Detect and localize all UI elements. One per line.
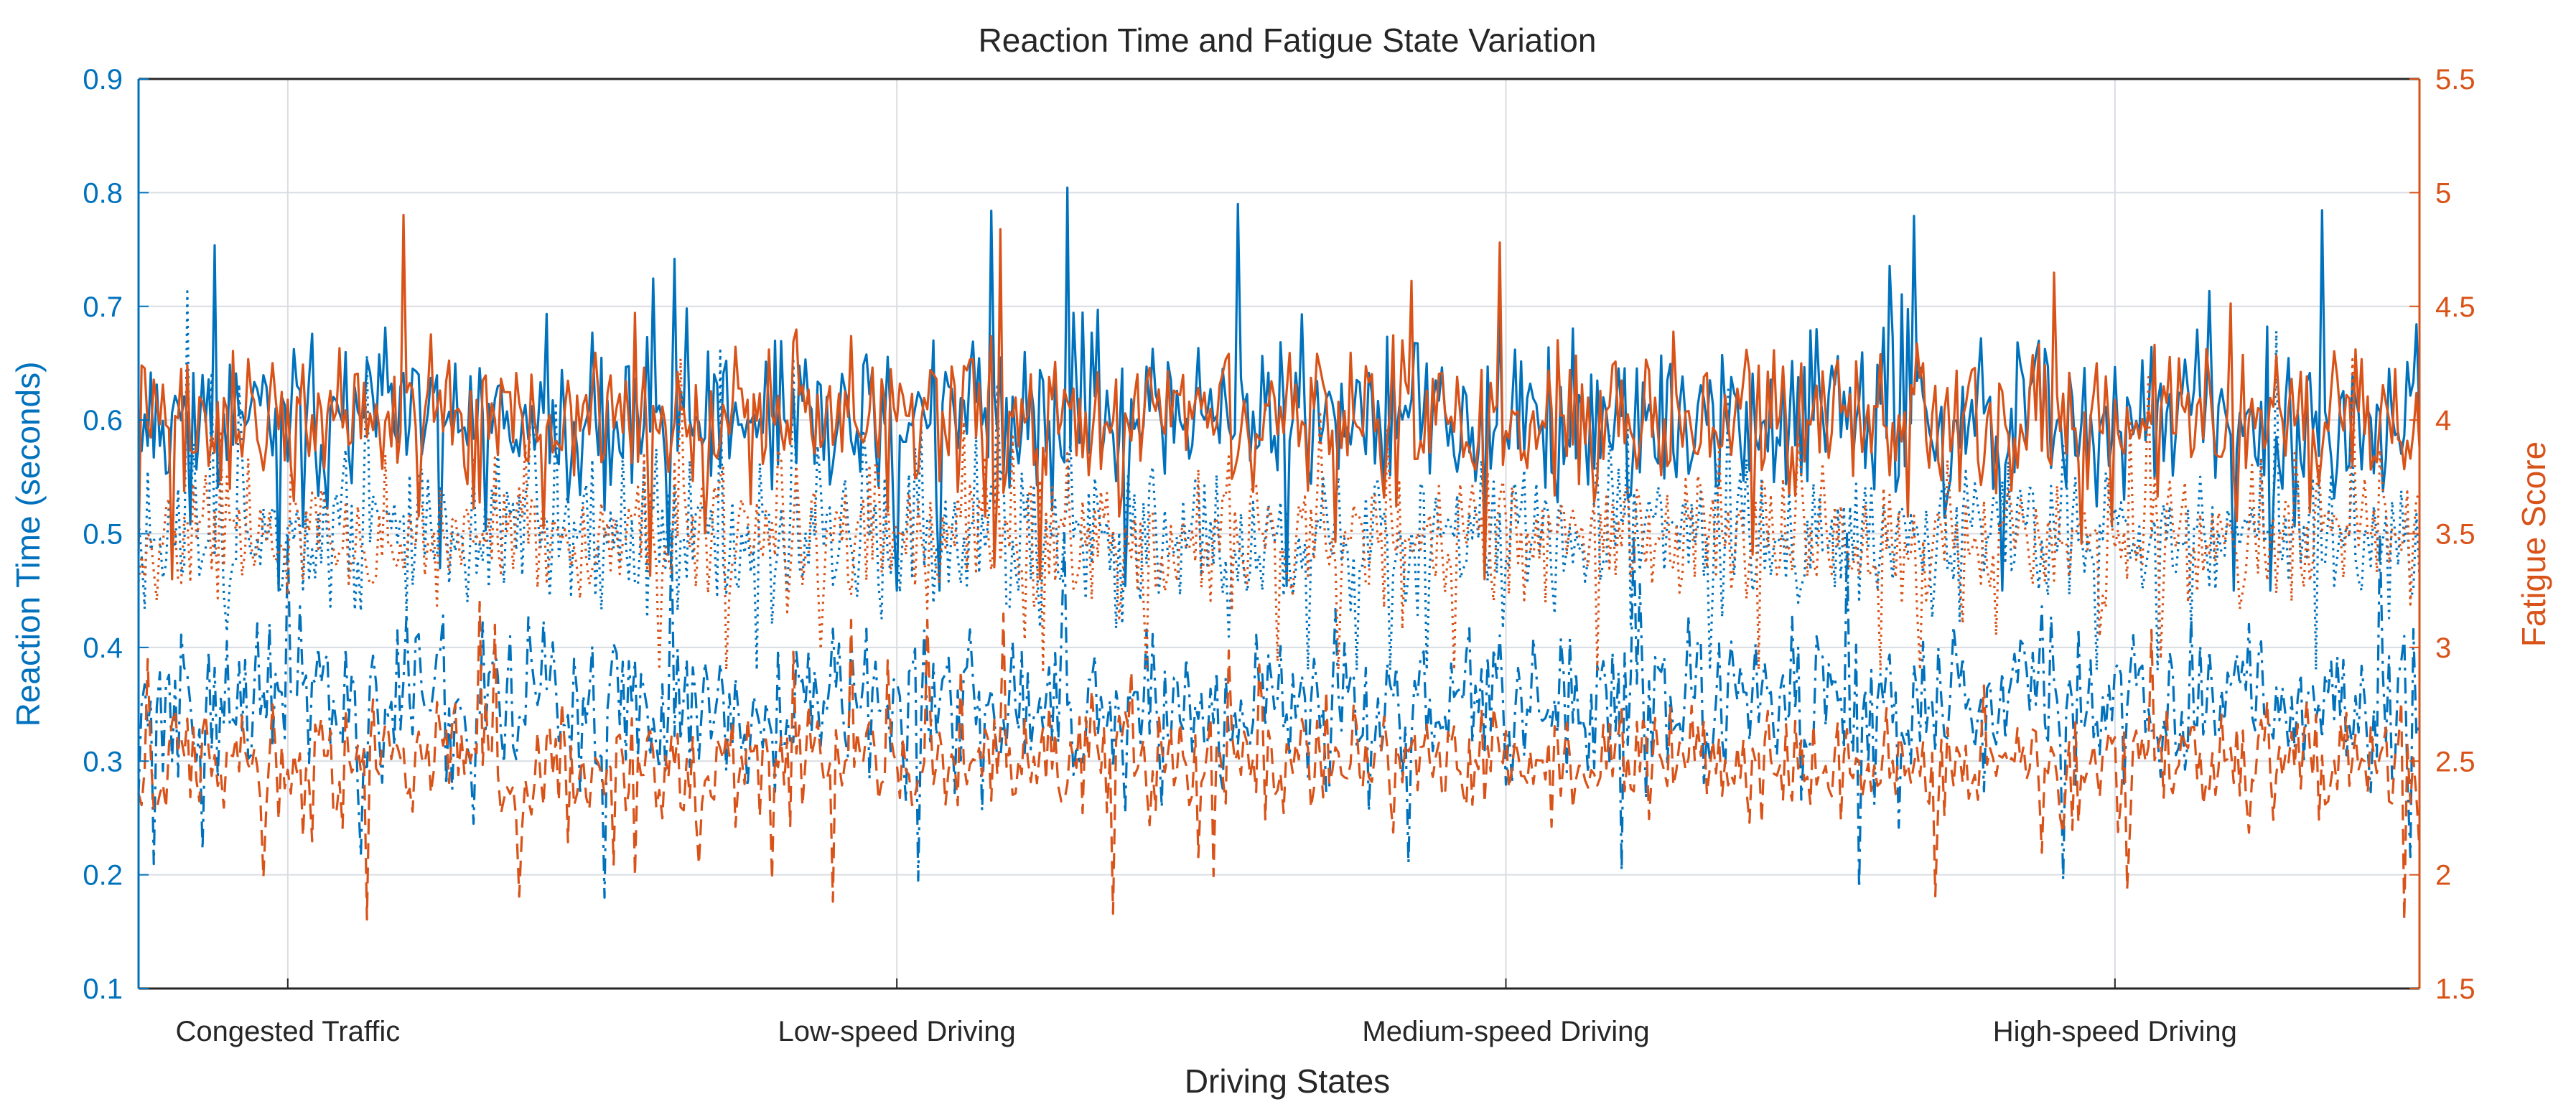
left-tick-label: 0.3 [83, 746, 123, 777]
series-layer [137, 186, 2421, 922]
right-y-axis-label: Fatigue Score [2515, 441, 2552, 647]
right-tick-label: 5.5 [2435, 64, 2475, 95]
right-tick-label: 5 [2435, 177, 2451, 209]
ticks-layer: 0.1 0.2 0.3 0.4 0.5 0.6 0.7 0.8 0.9 1.5 2 2.5 3 3.5 4 4… [83, 64, 2475, 1047]
series-line-fatigue-score-solid [137, 213, 2421, 581]
grid-layer [139, 79, 2419, 989]
x-tick-label: Medium-speed Driving [1362, 1016, 1649, 1047]
series-line-fatigue-score-dashed [137, 600, 2421, 922]
left-tick-label: 0.8 [83, 177, 123, 209]
left-tick-label: 0.1 [83, 973, 123, 1005]
x-tick-label: High-speed Driving [1993, 1016, 2237, 1047]
x-tick-label: Congested Traffic [175, 1016, 400, 1047]
chart-title: Reaction Time and Fatigue State Variatio… [979, 22, 1597, 59]
right-tick-label: 2 [2435, 860, 2451, 892]
left-y-axis-label: Reaction Time (seconds) [9, 362, 47, 727]
series-line-reaction-time-dotted [137, 290, 2421, 672]
right-tick-label: 4.5 [2435, 291, 2475, 323]
right-tick-label: 1.5 [2435, 973, 2475, 1005]
left-tick-label: 0.7 [83, 291, 123, 323]
right-tick-label: 4 [2435, 405, 2451, 436]
x-axis-label: Driving States [1185, 1062, 1390, 1100]
left-tick-label: 0.9 [83, 64, 123, 95]
left-tick-label: 0.5 [83, 519, 123, 551]
right-tick-label: 3 [2435, 632, 2451, 664]
right-tick-label: 3.5 [2435, 519, 2475, 551]
series-line-reaction-time-dash-dot [137, 532, 2421, 899]
left-tick-label: 0.4 [83, 632, 123, 664]
left-tick-label: 0.6 [83, 405, 123, 436]
x-tick-label: Low-speed Driving [778, 1016, 1016, 1047]
left-tick-label: 0.2 [83, 860, 123, 892]
series-line-fatigue-score-dotted [137, 357, 2421, 672]
right-tick-label: 2.5 [2435, 746, 2475, 777]
